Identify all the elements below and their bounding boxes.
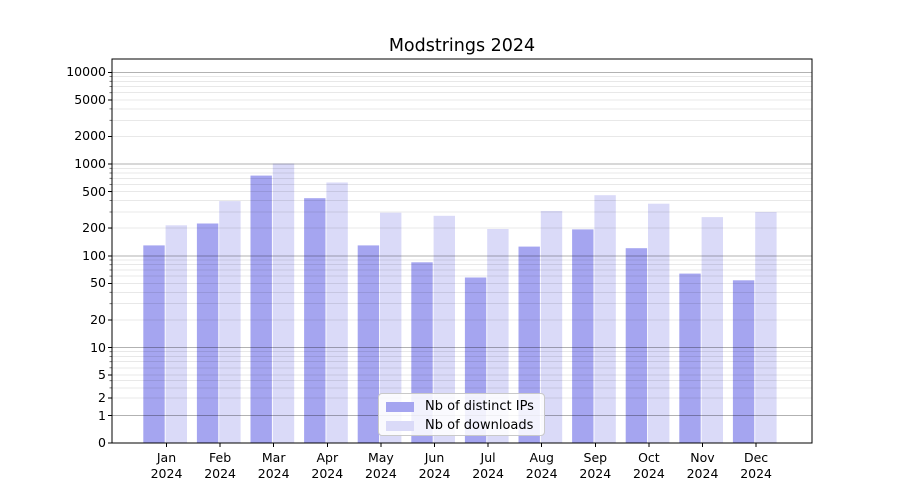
bar-downloads-nov <box>701 217 723 443</box>
bar-ips-sep <box>572 229 594 443</box>
bar-downloads-may <box>380 212 402 443</box>
y-tick-label: 50 <box>90 275 106 291</box>
bar-downloads-mar <box>272 163 295 443</box>
legend-swatch-distinct-ips <box>386 401 414 412</box>
bar-ips-jan <box>143 245 165 443</box>
x-tick-label: Aug 2024 <box>525 450 558 481</box>
x-tick-label: Nov 2024 <box>686 450 719 481</box>
legend-label-downloads: Nb of downloads <box>425 418 534 433</box>
x-tick-label: May 2024 <box>364 450 397 481</box>
x-tick-label: Feb 2024 <box>204 450 236 481</box>
bar-ips-may <box>357 245 380 443</box>
x-tick-label: Jun 2024 <box>418 450 451 481</box>
y-tick-label: 20 <box>90 311 106 327</box>
x-tick-label: Apr 2024 <box>311 450 344 481</box>
y-tick-label: 2000 <box>74 128 106 144</box>
y-tick-label: 10000 <box>66 64 106 80</box>
y-tick-label: 100 <box>82 247 106 263</box>
legend-swatch-downloads <box>386 420 414 431</box>
chart-title: Modstrings 2024 <box>388 36 536 56</box>
y-tick-label: 200 <box>82 220 106 236</box>
legend-item-downloads: Nb of downloads <box>386 416 536 435</box>
y-tick-label: 2 <box>98 390 106 406</box>
bar-ips-nov <box>679 273 701 443</box>
bar-ips-apr <box>304 198 326 443</box>
y-tick-label: 500 <box>82 183 106 199</box>
bar-downloads-jan <box>165 225 187 443</box>
y-tick-label: 1 <box>98 407 106 423</box>
bar-downloads-feb <box>219 201 241 443</box>
bar-ips-oct <box>625 248 648 443</box>
x-tick-label: Oct 2024 <box>632 450 665 481</box>
plot-border <box>111 58 813 444</box>
bar-downloads-oct <box>648 203 670 443</box>
legend-label-distinct-ips: Nb of distinct IPs <box>425 399 534 414</box>
x-tick-label: Jan 2024 <box>150 450 183 481</box>
y-tick-label: 5000 <box>74 92 106 107</box>
bar-ips-feb <box>196 223 219 443</box>
bar-downloads-apr <box>326 182 348 443</box>
x-tick-label: Mar 2024 <box>257 450 290 481</box>
bar-downloads-dec <box>755 212 777 443</box>
y-tick-label: 0 <box>98 435 106 450</box>
y-tick-label: 5 <box>98 367 106 383</box>
bar-downloads-aug <box>540 211 563 443</box>
legend: Nb of distinct IPs Nb of downloads <box>378 393 545 436</box>
bar-downloads-sep <box>594 195 616 443</box>
bar-ips-mar <box>250 175 272 443</box>
bar-downloads-jul <box>487 229 509 443</box>
x-tick-label: Jul 2024 <box>472 450 504 481</box>
y-tick-label: 10 <box>90 339 106 355</box>
x-tick-label: Dec 2024 <box>740 450 772 481</box>
y-tick-label: 1000 <box>74 156 106 172</box>
x-tick-label: Sep 2024 <box>579 450 612 481</box>
bar-downloads-jun <box>433 215 455 443</box>
bar-ips-dec <box>732 280 755 443</box>
legend-item-distinct-ips: Nb of distinct IPs <box>386 397 536 416</box>
